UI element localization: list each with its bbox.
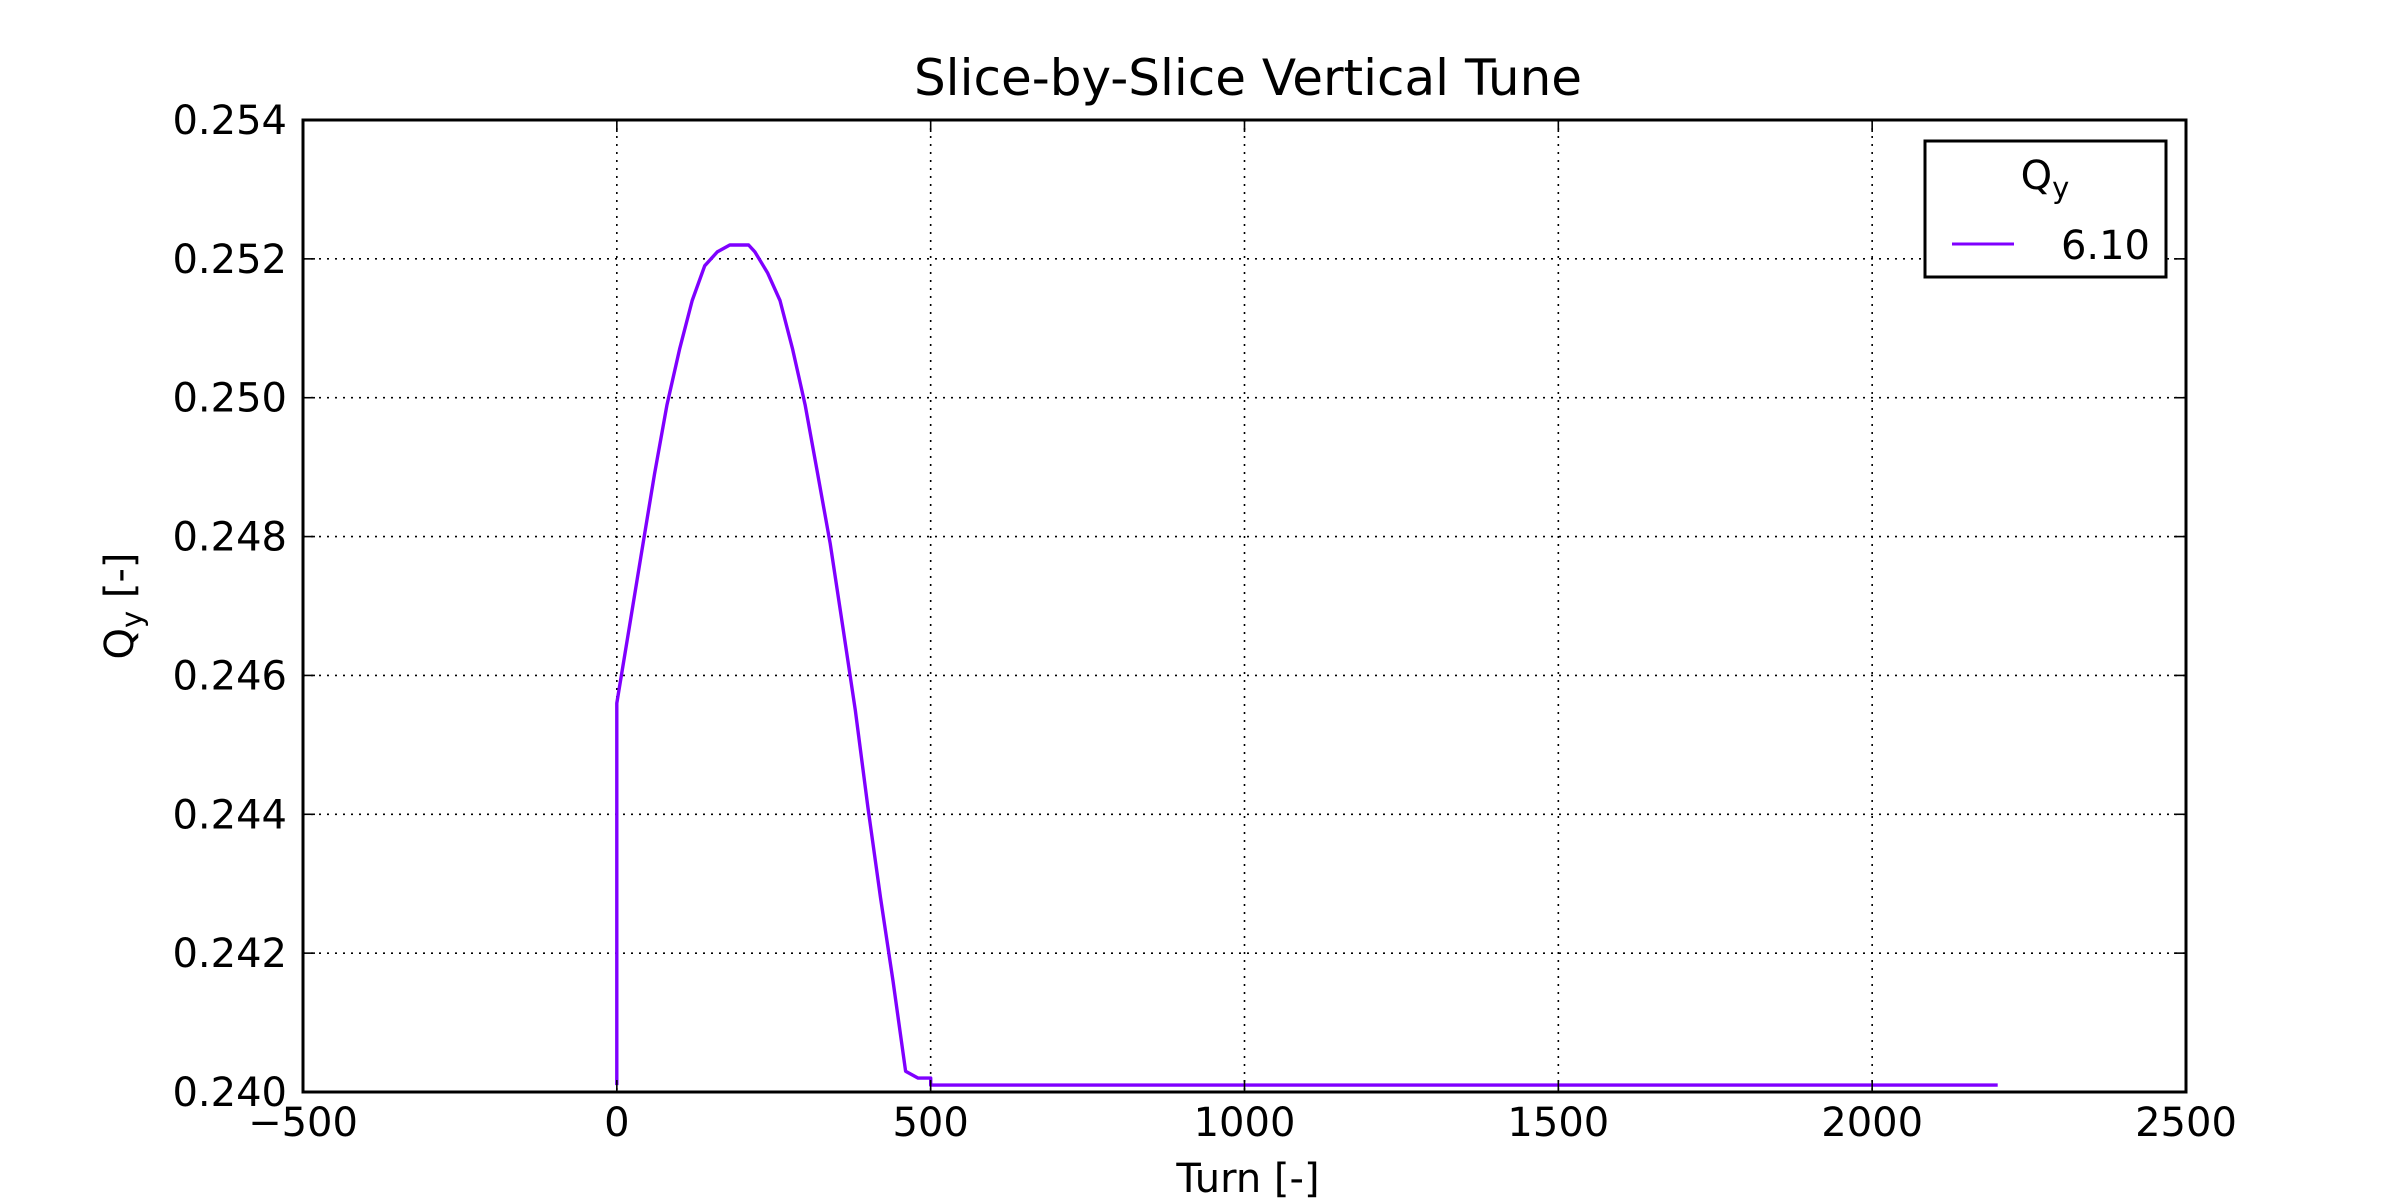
y-axis-label-main: Q	[97, 628, 143, 659]
legend-entry-label: 6.10	[2061, 223, 2150, 269]
legend: Qy 6.10	[1923, 139, 2168, 279]
y-tick-label: 0.252	[172, 237, 287, 283]
y-axis-label-unit: [-]	[97, 552, 143, 610]
y-tick-label: 0.254	[172, 98, 287, 144]
chart-title: Slice-by-Slice Vertical Tune	[914, 49, 1582, 107]
legend-title-main: Q	[2021, 153, 2052, 199]
x-tick-label: 1500	[1507, 1100, 1609, 1146]
y-tick-label: 0.240	[172, 1070, 287, 1116]
x-tick-label: 2000	[1821, 1100, 1923, 1146]
x-tick-label: 1000	[1194, 1100, 1296, 1146]
x-axis-label: Turn [-]	[1175, 1156, 1319, 1200]
series-line	[615, 243, 1998, 1087]
x-tick-label: 0	[604, 1100, 629, 1146]
y-axis-label: Qy [-]	[97, 552, 149, 659]
x-tick-label: −500	[248, 1100, 358, 1146]
legend-title-sub: y	[2052, 171, 2069, 205]
y-tick-label: 0.244	[172, 792, 287, 838]
x-tick-label: 500	[892, 1100, 968, 1146]
x-tick-label: 2500	[2135, 1100, 2237, 1146]
legend-box	[1923, 139, 2168, 279]
y-tick-label: 0.242	[172, 931, 287, 977]
legend-title: Qy	[2021, 153, 2070, 205]
x-tick-labels: −500 0 500 1000 1500 2000 2500	[248, 1100, 2237, 1146]
y-tick-label: 0.250	[172, 376, 287, 422]
y-tick-label: 0.246	[172, 653, 287, 699]
series-layer	[615, 243, 1998, 1087]
y-tick-labels: 0.240 0.242 0.244 0.246 0.248 0.250 0.252 0.254	[172, 98, 287, 1116]
axis-ticks	[302, 119, 2187, 1093]
y-axis-label-sub: y	[115, 611, 149, 628]
y-tick-label: 0.248	[172, 515, 287, 561]
